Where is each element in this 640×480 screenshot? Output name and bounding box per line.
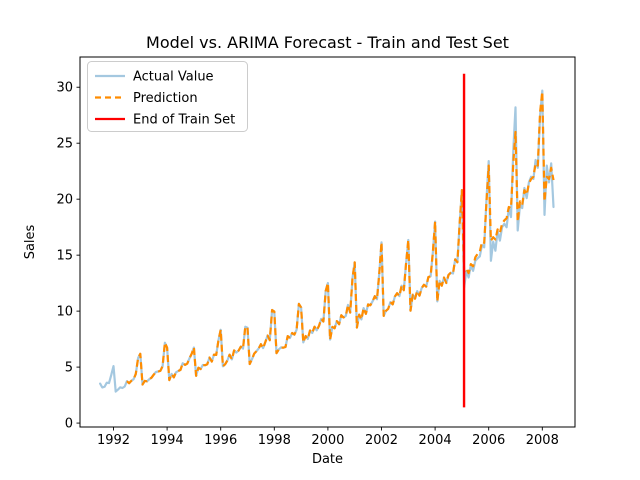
legend-label-actual: Actual Value <box>133 70 214 85</box>
x-tick-label: 1996 <box>204 433 237 448</box>
y-tick-label: 20 <box>56 193 73 208</box>
legend-box <box>87 61 248 132</box>
x-tick-label: 1994 <box>151 433 184 448</box>
x-tick-label: 2000 <box>311 433 344 448</box>
x-tick-label: 2008 <box>526 433 559 448</box>
x-axis-ticks: 1992 1994 1996 1998 2000 2002 2004 2006 2008 <box>97 427 559 448</box>
x-tick-label: 2002 <box>365 433 398 448</box>
y-tick-label: 5 <box>65 361 73 376</box>
legend-label-end-of-train: End of Train Set <box>133 113 235 128</box>
x-tick-label: 1998 <box>258 433 291 448</box>
x-tick-label: 2006 <box>472 433 505 448</box>
legend: Actual Value Prediction End of Train Set <box>87 61 248 132</box>
x-axis-label: Date <box>312 452 343 467</box>
y-tick-label: 25 <box>56 137 73 152</box>
y-axis-ticks: 0 5 10 15 20 25 30 <box>56 81 80 432</box>
legend-label-prediction: Prediction <box>133 91 198 106</box>
x-tick-label: 2004 <box>419 433 452 448</box>
y-axis-label: Sales <box>23 224 38 259</box>
plot-border <box>79 56 576 428</box>
y-tick-label: 0 <box>65 417 73 432</box>
x-tick-label: 1992 <box>97 433 130 448</box>
figure-title: Model vs. ARIMA Forecast - Train and Tes… <box>146 33 509 52</box>
y-tick-label: 15 <box>56 249 73 264</box>
y-tick-label: 30 <box>56 81 73 96</box>
prediction-line <box>126 90 555 386</box>
y-tick-label: 10 <box>56 305 73 320</box>
